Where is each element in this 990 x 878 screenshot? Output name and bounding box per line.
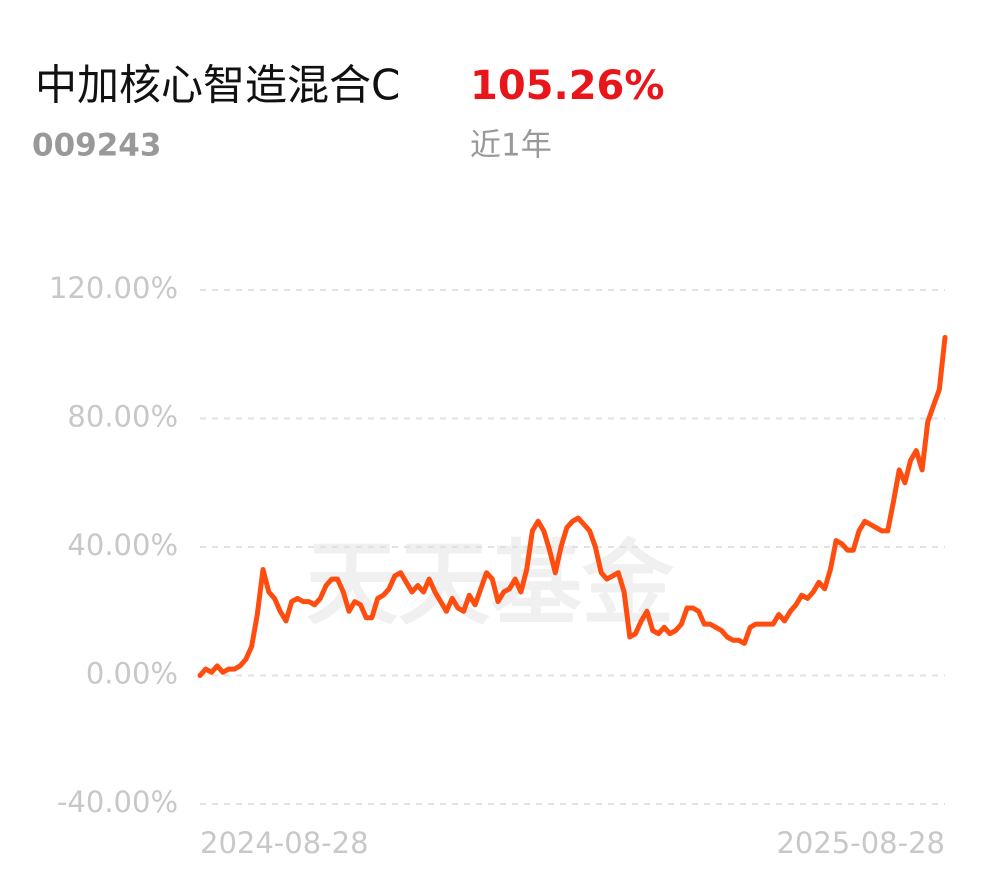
fund-return: 105.26% (470, 63, 664, 109)
y-tick-label: 80.00% (67, 400, 178, 434)
line (197, 334, 948, 678)
y-tick-label: 120.00% (49, 271, 178, 305)
fund-code: 009243 (32, 128, 161, 164)
period: 近1年 (470, 128, 552, 164)
fund-title: 中加核心智造混合C (35, 61, 400, 110)
y-tick-label: -40.00% (57, 785, 178, 819)
y-tick-label: 40.00% (67, 528, 178, 562)
x-tick-label: 2024-08-28 (200, 826, 369, 860)
y-tick-label: 0.00% (86, 657, 178, 691)
x-tick-label: 2025-08-28 (776, 826, 945, 860)
